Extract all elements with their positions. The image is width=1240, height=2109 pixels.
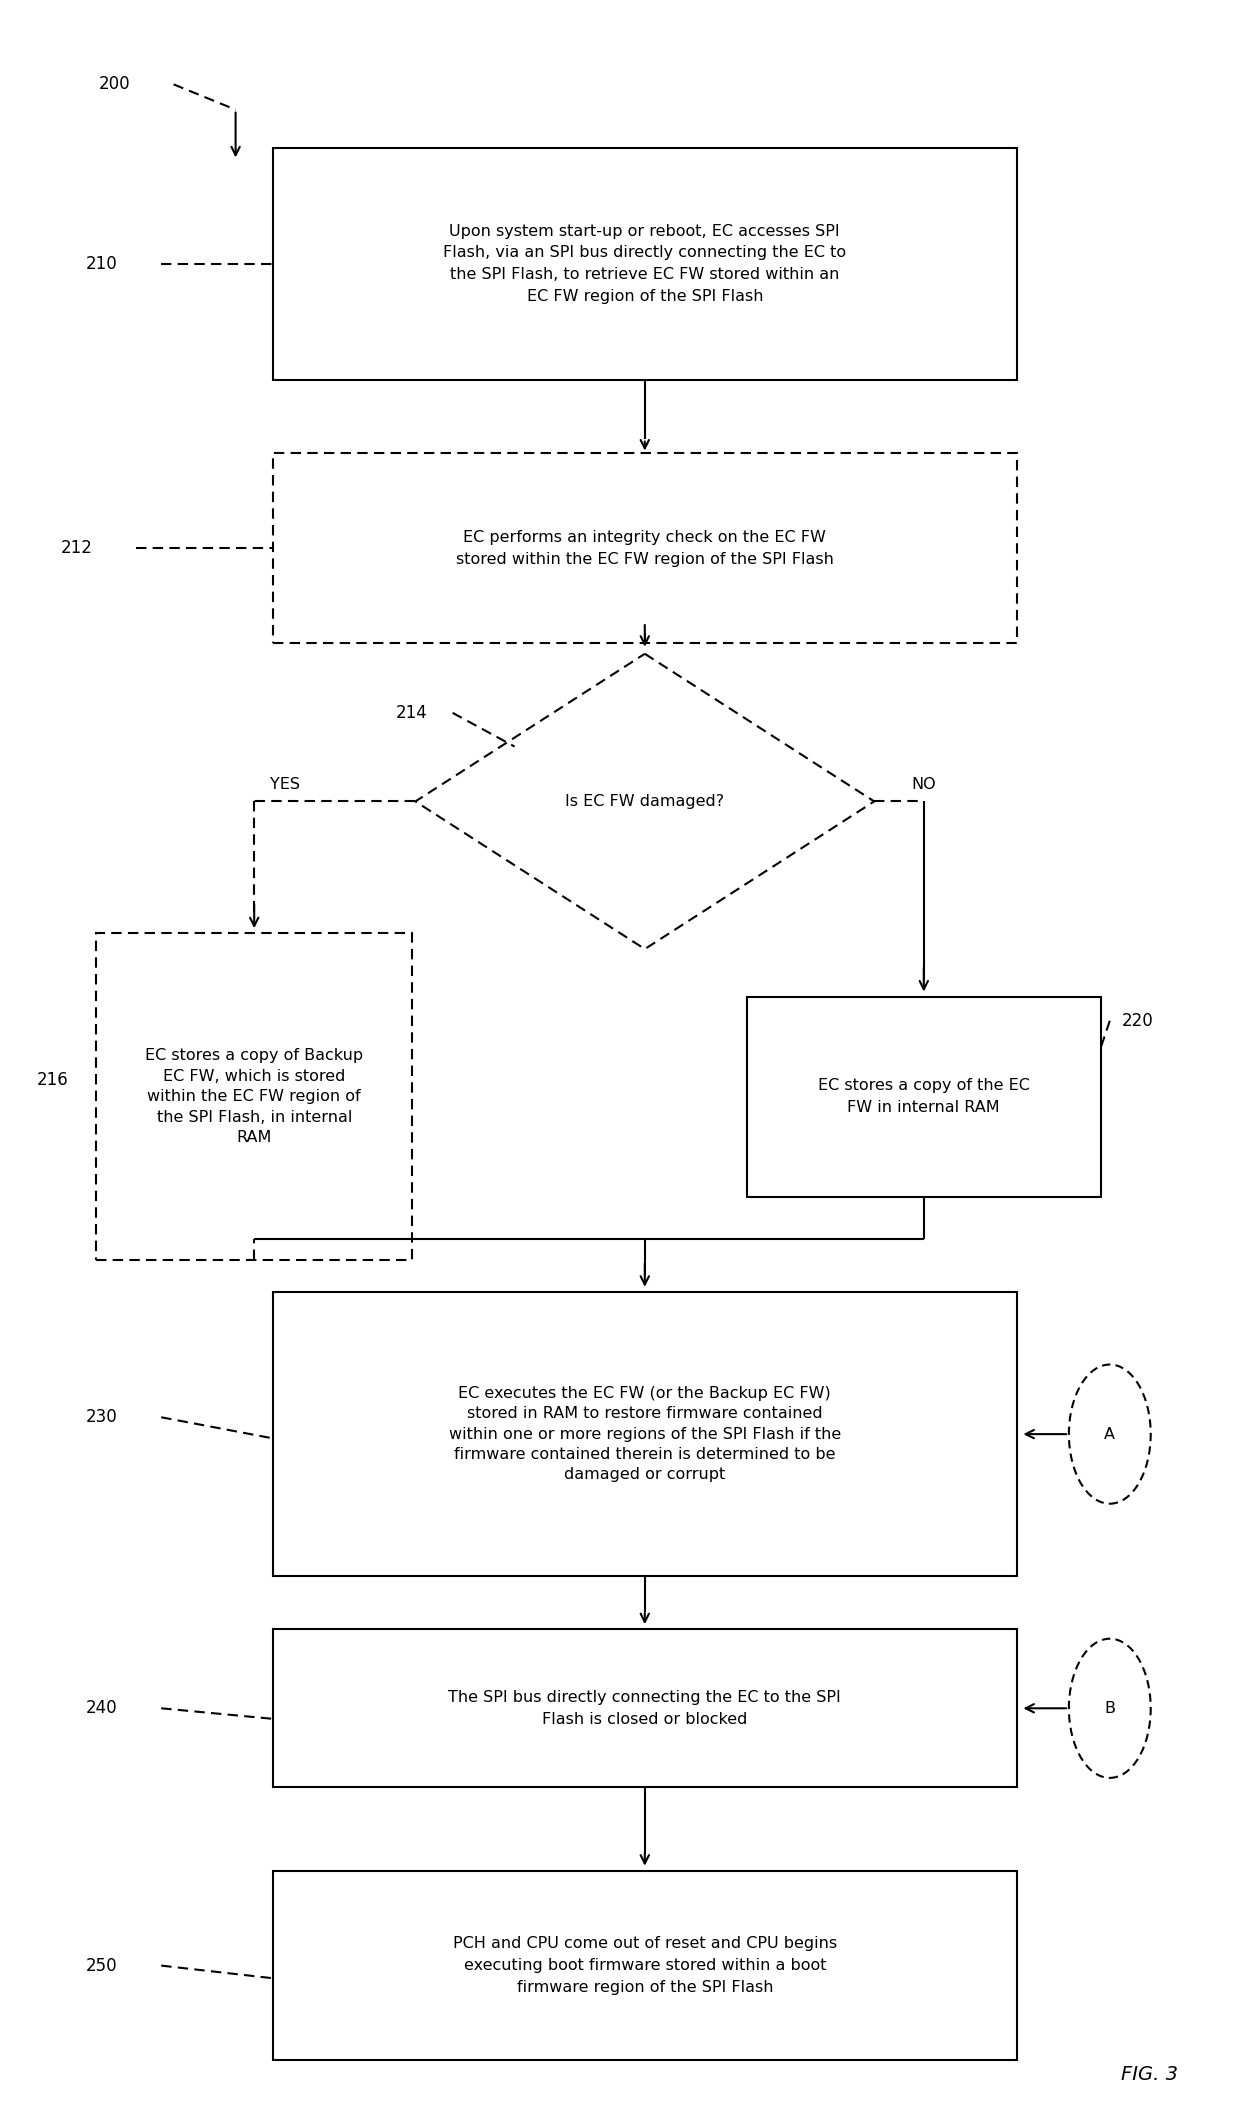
Text: 230: 230 xyxy=(86,1409,118,1426)
Text: 212: 212 xyxy=(61,540,93,557)
Text: Is EC FW damaged?: Is EC FW damaged? xyxy=(565,793,724,810)
Text: FIG. 3: FIG. 3 xyxy=(1121,2065,1178,2084)
Text: 220: 220 xyxy=(1122,1012,1154,1029)
Text: PCH and CPU come out of reset and CPU begins
executing boot firmware stored with: PCH and CPU come out of reset and CPU be… xyxy=(453,1936,837,1995)
Text: 250: 250 xyxy=(86,1957,118,1974)
Text: Upon system start-up or reboot, EC accesses SPI
Flash, via an SPI bus directly c: Upon system start-up or reboot, EC acces… xyxy=(443,224,847,304)
Text: 210: 210 xyxy=(86,255,118,272)
Text: EC executes the EC FW (or the Backup EC FW)
stored in RAM to restore firmware co: EC executes the EC FW (or the Backup EC … xyxy=(449,1386,841,1483)
Text: NO: NO xyxy=(911,776,936,793)
Text: The SPI bus directly connecting the EC to the SPI
Flash is closed or blocked: The SPI bus directly connecting the EC t… xyxy=(449,1689,841,1727)
Text: EC stores a copy of the EC
FW in internal RAM: EC stores a copy of the EC FW in interna… xyxy=(818,1078,1029,1116)
Text: 216: 216 xyxy=(36,1071,68,1088)
Text: 240: 240 xyxy=(86,1700,118,1717)
Text: EC performs an integrity check on the EC FW
stored within the EC FW region of th: EC performs an integrity check on the EC… xyxy=(456,529,833,567)
Text: YES: YES xyxy=(270,776,300,793)
Text: 200: 200 xyxy=(98,76,130,93)
Text: A: A xyxy=(1105,1426,1115,1443)
Text: EC stores a copy of Backup
EC FW, which is stored
within the EC FW region of
the: EC stores a copy of Backup EC FW, which … xyxy=(145,1048,363,1145)
Text: B: B xyxy=(1105,1700,1115,1717)
Text: 214: 214 xyxy=(396,704,428,721)
